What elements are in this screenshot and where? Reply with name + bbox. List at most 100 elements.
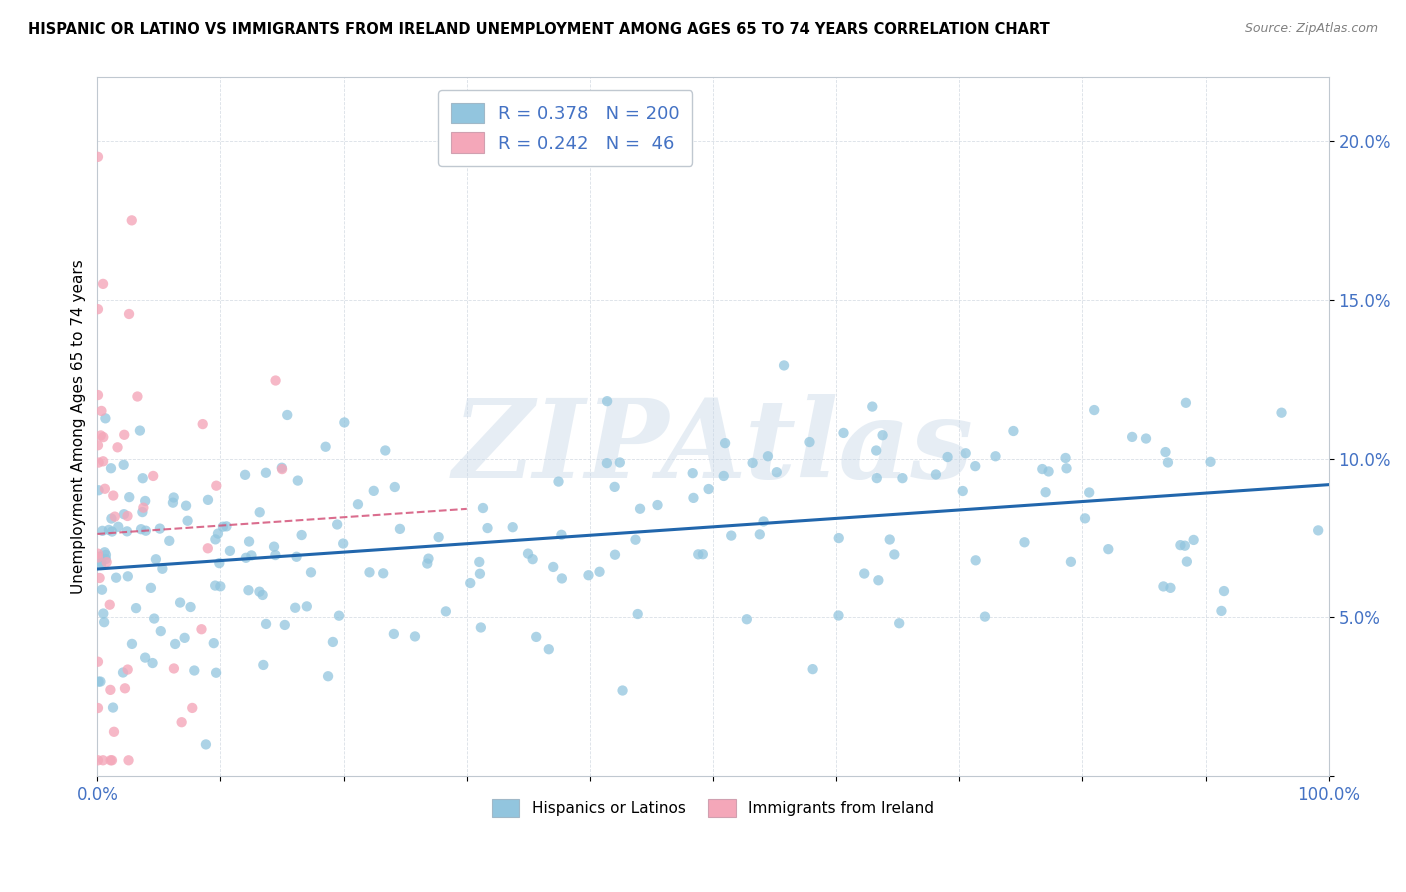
Point <box>254 466 277 480</box>
Point <box>107 440 129 454</box>
Point <box>240 549 263 563</box>
Point <box>91 430 114 444</box>
Point <box>741 456 763 470</box>
Point <box>955 446 977 460</box>
Point <box>142 656 165 670</box>
Point <box>129 424 152 438</box>
Point <box>596 456 619 470</box>
Point <box>1175 555 1198 569</box>
Legend: Hispanics or Latinos, Immigrants from Ireland: Hispanics or Latinos, Immigrants from Ir… <box>484 791 942 824</box>
Point <box>163 491 186 505</box>
Text: Source: ZipAtlas.com: Source: ZipAtlas.com <box>1244 22 1378 36</box>
Point <box>714 436 737 450</box>
Point <box>1097 542 1119 557</box>
Point <box>765 465 787 479</box>
Point <box>827 608 849 623</box>
Point <box>100 753 122 767</box>
Point <box>264 548 287 562</box>
Point <box>713 469 735 483</box>
Point <box>832 425 855 440</box>
Point <box>735 612 758 626</box>
Point <box>134 494 156 508</box>
Point <box>121 637 143 651</box>
Point <box>472 501 495 516</box>
Point <box>89 549 111 564</box>
Point <box>682 491 704 505</box>
Point <box>984 450 1007 464</box>
Point <box>468 555 491 569</box>
Point <box>118 490 141 504</box>
Point <box>219 544 242 558</box>
Point <box>596 394 619 409</box>
Point <box>1083 403 1105 417</box>
Point <box>799 435 821 450</box>
Point <box>373 566 395 581</box>
Point <box>860 400 883 414</box>
Point <box>127 390 149 404</box>
Point <box>97 523 120 537</box>
Point <box>537 642 560 657</box>
Point <box>578 568 600 582</box>
Point <box>87 456 110 470</box>
Point <box>105 571 128 585</box>
Point <box>87 550 110 565</box>
Point <box>468 566 491 581</box>
Point <box>87 701 110 715</box>
Point <box>117 508 139 523</box>
Point <box>205 665 228 680</box>
Point <box>103 724 125 739</box>
Point <box>129 522 152 536</box>
Point <box>112 458 135 472</box>
Point <box>551 571 574 585</box>
Point <box>752 515 775 529</box>
Point <box>522 552 544 566</box>
Point <box>295 599 318 614</box>
Point <box>1213 584 1236 599</box>
Point <box>111 665 134 680</box>
Point <box>207 526 229 541</box>
Point <box>801 662 824 676</box>
Point <box>1159 581 1181 595</box>
Point <box>1170 538 1192 552</box>
Point <box>233 467 256 482</box>
Point <box>90 555 112 569</box>
Point <box>316 669 339 683</box>
Point <box>382 627 405 641</box>
Point <box>170 715 193 730</box>
Point <box>828 531 851 545</box>
Point <box>134 650 156 665</box>
Point <box>925 467 948 482</box>
Y-axis label: Unemployment Among Ages 65 to 74 years: Unemployment Among Ages 65 to 74 years <box>72 260 86 594</box>
Point <box>865 443 887 458</box>
Point <box>94 552 117 566</box>
Point <box>502 520 524 534</box>
Point <box>208 556 231 570</box>
Point <box>162 496 184 510</box>
Point <box>131 505 153 519</box>
Point <box>91 753 114 767</box>
Point <box>190 622 212 636</box>
Point <box>1038 465 1060 479</box>
Point <box>299 566 322 580</box>
Point <box>94 548 117 562</box>
Point <box>98 598 121 612</box>
Point <box>1074 511 1097 525</box>
Point <box>891 471 914 485</box>
Point <box>264 374 287 388</box>
Point <box>163 661 186 675</box>
Point <box>194 738 217 752</box>
Point <box>114 681 136 696</box>
Point <box>87 150 110 164</box>
Point <box>756 449 779 463</box>
Point <box>121 213 143 227</box>
Point <box>107 520 129 534</box>
Point <box>180 600 202 615</box>
Point <box>132 471 155 485</box>
Point <box>87 547 110 561</box>
Point <box>145 552 167 566</box>
Point <box>271 462 294 476</box>
Point <box>692 547 714 561</box>
Point <box>624 533 647 547</box>
Point <box>118 307 141 321</box>
Point <box>550 528 572 542</box>
